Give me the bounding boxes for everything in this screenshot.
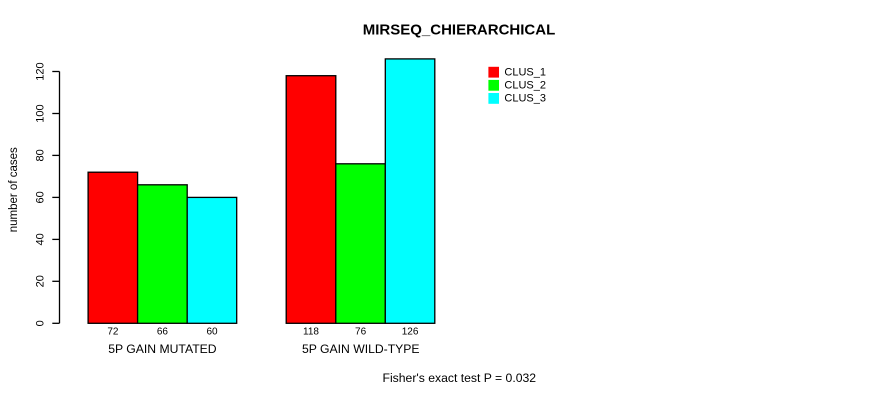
svg-text:Fisher's exact test P = 0.032: Fisher's exact test P = 0.032: [383, 371, 537, 385]
svg-text:MIRSEQ_CHIERARCHICAL: MIRSEQ_CHIERARCHICAL: [363, 22, 556, 39]
svg-text:5P GAIN MUTATED: 5P GAIN MUTATED: [108, 342, 217, 356]
svg-text:0: 0: [35, 320, 47, 326]
svg-text:72: 72: [107, 327, 119, 338]
svg-text:number of cases: number of cases: [8, 147, 20, 232]
svg-text:60: 60: [35, 191, 47, 203]
svg-text:40: 40: [35, 233, 47, 245]
svg-text:118: 118: [303, 327, 319, 338]
svg-text:CLUS_1: CLUS_1: [504, 66, 546, 78]
svg-text:CLUS_2: CLUS_2: [504, 80, 546, 92]
svg-text:5P GAIN WILD-TYPE: 5P GAIN WILD-TYPE: [302, 342, 420, 356]
svg-text:80: 80: [35, 149, 47, 161]
svg-text:100: 100: [35, 104, 47, 122]
svg-text:120: 120: [35, 62, 47, 80]
svg-text:66: 66: [157, 327, 169, 338]
svg-text:60: 60: [206, 327, 218, 338]
svg-text:76: 76: [355, 327, 367, 338]
svg-text:126: 126: [402, 327, 419, 338]
svg-text:CLUS_3: CLUS_3: [504, 93, 546, 105]
svg-text:20: 20: [35, 275, 47, 287]
